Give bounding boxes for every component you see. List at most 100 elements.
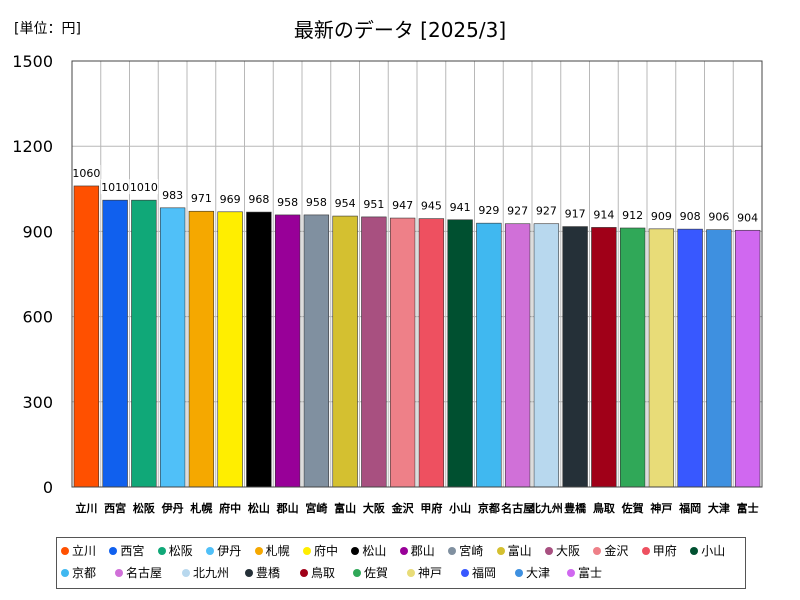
value-label: 908 xyxy=(680,210,701,223)
value-label: 912 xyxy=(622,209,643,222)
x-tick-label: 府中 xyxy=(219,501,241,515)
y-tick-label: 300 xyxy=(22,393,53,412)
x-tick-label: 郡山 xyxy=(276,501,299,515)
legend-label: 鳥取 xyxy=(311,566,336,580)
bar xyxy=(591,227,617,488)
legend-item: 甲府 xyxy=(641,542,677,559)
legend-label: 宮崎 xyxy=(459,544,484,558)
legend-label: 豊橋 xyxy=(256,566,281,580)
x-tick-label: 神戸 xyxy=(650,501,672,515)
legend-item: 北九州 xyxy=(182,564,229,581)
y-tick-label: 900 xyxy=(22,222,53,241)
legend-item: 富山 xyxy=(496,542,532,559)
value-label-bg xyxy=(592,206,615,222)
x-tick-label: 松阪 xyxy=(133,501,156,515)
legend-swatch xyxy=(300,569,308,577)
value-label-bg xyxy=(72,164,101,180)
legend-swatch xyxy=(353,569,361,577)
x-tick-label: 鳥取 xyxy=(593,501,615,515)
value-label: 917 xyxy=(565,208,586,221)
legend-label: 福岡 xyxy=(472,566,497,580)
value-label: 971 xyxy=(191,192,212,205)
legend-label: 松山 xyxy=(362,544,387,558)
bar xyxy=(677,228,703,488)
value-label-bg xyxy=(449,198,472,214)
value-label: 941 xyxy=(450,201,471,214)
legend-item: 鳥取 xyxy=(300,564,335,581)
bar xyxy=(274,214,301,488)
value-label: 906 xyxy=(708,211,729,224)
bar xyxy=(102,199,128,488)
legend-label: 小山 xyxy=(701,544,726,558)
value-label-bg xyxy=(535,202,558,218)
bar xyxy=(389,217,416,488)
bar xyxy=(418,218,445,488)
value-label: 904 xyxy=(737,211,758,224)
legend: 立川 西宮 松阪 伊丹 札幌 府中 松山 郡山 宮崎 富山 大阪 金沢 甲府 小山 京都 名古屋 北九州 豊橋 鳥取… xyxy=(56,537,746,589)
value-label: 983 xyxy=(162,189,183,202)
legend-label: 名古屋 xyxy=(126,566,163,580)
legend-label: 富士 xyxy=(578,566,603,580)
legend-item: 神戸 xyxy=(407,564,442,581)
legend-label: 神戸 xyxy=(418,566,443,580)
legend-item: 松阪 xyxy=(157,542,193,559)
value-label: 968 xyxy=(248,193,269,206)
legend-label: 府中 xyxy=(314,544,339,558)
x-tick-label: 伊丹 xyxy=(161,501,184,515)
legend-label: 金沢 xyxy=(604,544,629,558)
bar xyxy=(504,223,531,488)
x-tick-label: 豊橋 xyxy=(564,501,587,515)
value-label-bg xyxy=(334,195,357,211)
legend-swatch xyxy=(515,569,523,577)
value-label: 927 xyxy=(536,205,557,218)
value-label-bg xyxy=(477,202,500,218)
legend-swatch xyxy=(303,547,311,555)
value-label-bg xyxy=(161,186,184,202)
unit-label: [単位：円] xyxy=(14,21,81,37)
value-label-bg xyxy=(305,193,328,209)
value-label: 958 xyxy=(277,196,298,209)
x-tick-label: 小山 xyxy=(448,501,471,515)
value-label-bg xyxy=(362,195,385,211)
value-label: 1010 xyxy=(130,181,158,194)
bar xyxy=(361,216,387,488)
value-label-bg xyxy=(707,208,730,224)
value-label-bg xyxy=(129,179,159,195)
bar xyxy=(619,227,646,488)
value-label-bg xyxy=(736,209,759,225)
legend-item: 宮崎 xyxy=(448,542,483,559)
legend-item: 福岡 xyxy=(461,564,496,581)
legend-label: 松阪 xyxy=(168,544,193,558)
value-label: 969 xyxy=(220,193,241,206)
legend-item: 名古屋 xyxy=(115,564,162,581)
bar xyxy=(73,185,100,488)
legend-swatch xyxy=(545,547,553,555)
value-label: 947 xyxy=(392,199,413,212)
value-label: 927 xyxy=(507,205,528,218)
legend-label: 郡山 xyxy=(410,544,435,558)
x-tick-label: 京都 xyxy=(478,501,500,515)
legend-swatch xyxy=(448,547,457,555)
legend-swatch xyxy=(157,547,166,555)
legend-item: 札幌 xyxy=(254,542,290,559)
legend-item: 西宮 xyxy=(109,542,144,559)
legend-label: 立川 xyxy=(72,544,97,558)
legend-swatch xyxy=(254,547,263,555)
x-tick-label: 大阪 xyxy=(363,501,386,515)
legend-item: 大津 xyxy=(515,564,550,581)
legend-item: 松山 xyxy=(351,542,386,559)
bar xyxy=(332,215,358,488)
x-tick-label: 名古屋 xyxy=(501,501,534,515)
legend-swatch xyxy=(182,569,190,577)
legend-label: 富山 xyxy=(507,544,532,558)
value-label-bg xyxy=(247,191,270,207)
legend-label: 札幌 xyxy=(265,544,290,558)
y-tick-label: 0 xyxy=(43,478,53,497)
legend-swatch xyxy=(567,569,575,577)
x-tick-label: 富士 xyxy=(737,501,759,515)
bar xyxy=(648,228,675,488)
legend-item: 伊丹 xyxy=(206,542,241,559)
legend-swatch xyxy=(115,569,123,577)
x-tick-label: 宮崎 xyxy=(305,501,327,515)
